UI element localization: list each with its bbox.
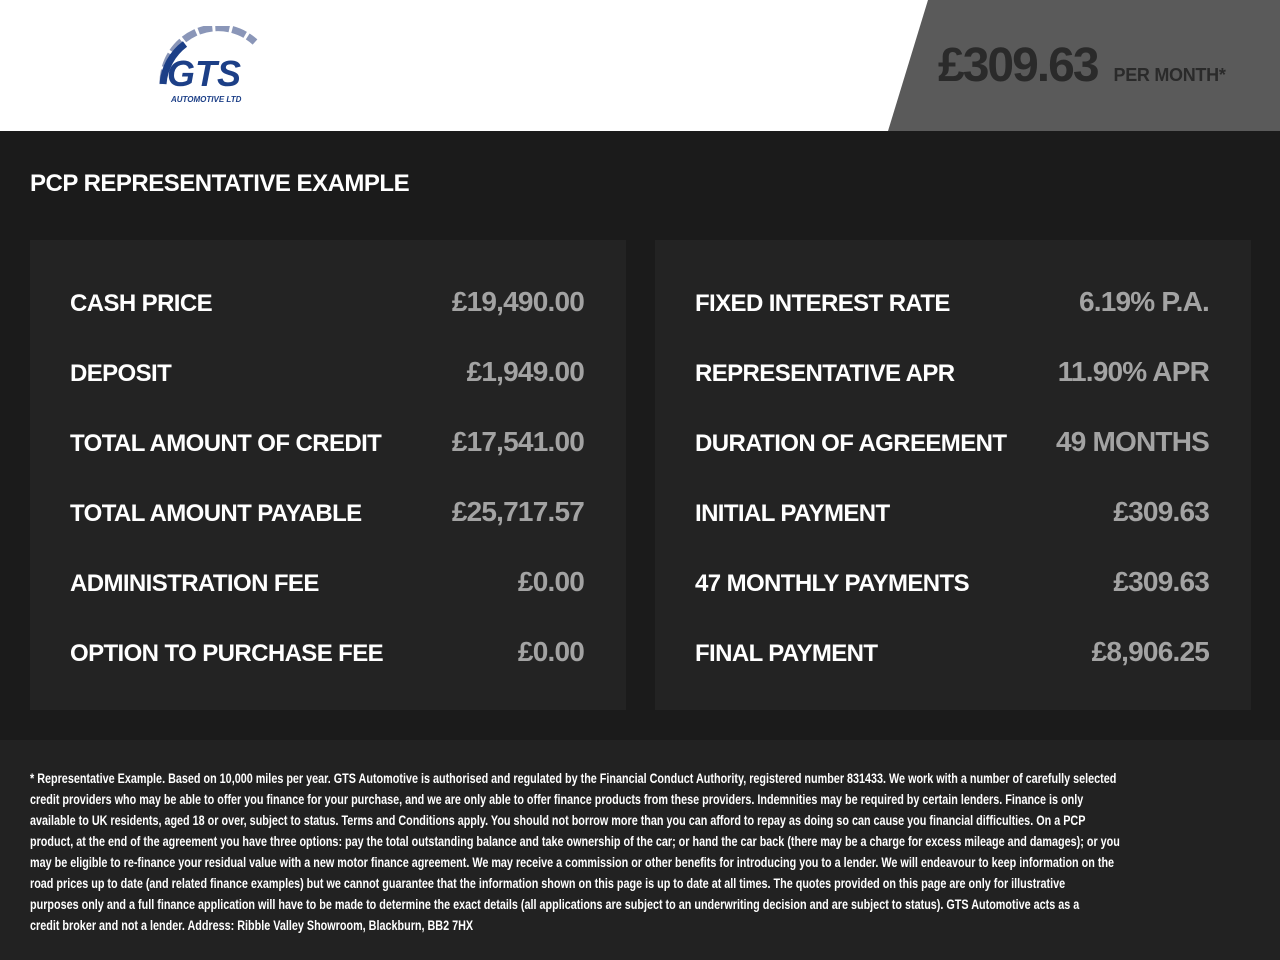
disclaimer-line: product, at the end of the agreement you… <box>30 834 1120 849</box>
row-value: £309.63 <box>1113 496 1209 527</box>
finance-row: FIXED INTEREST RATE 6.19% P.A. <box>695 286 1210 330</box>
row-value: £19,490.00 <box>451 286 585 317</box>
row-label: CASH PRICE <box>70 290 213 317</box>
finance-row: FINAL PAYMENT £8,906.25 <box>695 636 1210 680</box>
price-panel <box>888 0 1280 131</box>
row-value: £0.00 <box>517 566 585 597</box>
disclaimer-line: purposes only and a full finance applica… <box>30 897 1080 912</box>
finance-row: DEPOSIT £1,949.00 <box>70 356 585 400</box>
finance-card-left: CASH PRICE £19,490.00 DEPOSIT £1,949.00 TOTA… <box>30 240 626 710</box>
row-value: 49 MONTHS <box>1055 426 1210 457</box>
row-label: ADMINISTRATION FEE <box>70 570 319 597</box>
row-label: FINAL PAYMENT <box>695 640 878 667</box>
row-label: FIXED INTEREST RATE <box>695 290 950 317</box>
svg-text:AUTOMOTIVE LTD: AUTOMOTIVE LTD <box>170 95 242 104</box>
finance-card-right: FIXED INTEREST RATE 6.19% P.A. REPRESENTAT… <box>655 240 1251 710</box>
finance-row: TOTAL AMOUNT OF CREDIT £17,541.00 <box>70 426 585 470</box>
finance-row: REPRESENTATIVE APR 11.90% APR <box>695 356 1210 400</box>
finance-row: CASH PRICE £19,490.00 <box>70 286 585 330</box>
row-label: TOTAL AMOUNT OF CREDIT <box>70 430 382 457</box>
finance-row: TOTAL AMOUNT PAYABLE £25,717.57 <box>70 496 585 540</box>
disclaimer-line: * Representative Example. Based on 10,00… <box>30 771 1117 786</box>
finance-row: INITIAL PAYMENT £309.63 <box>695 496 1210 540</box>
row-label: DEPOSIT <box>70 360 172 387</box>
row-value: £25,717.57 <box>451 496 585 527</box>
gts-logo[interactable]: GTS AUTOMOTIVE LTD <box>155 24 275 111</box>
row-label: OPTION TO PURCHASE FEE <box>70 640 384 667</box>
row-value: 11.90% APR <box>1057 356 1210 387</box>
disclaimer-line: may be eligible to re-finance your resid… <box>30 855 1115 870</box>
svg-text:GTS: GTS <box>167 53 241 94</box>
row-value: £309.63 <box>1113 566 1209 597</box>
page-title: PCP REPRESENTATIVE EXAMPLE <box>30 170 410 197</box>
row-label: DURATION OF AGREEMENT <box>695 430 1007 457</box>
row-label: TOTAL AMOUNT PAYABLE <box>70 500 362 527</box>
disclaimer-line: credit broker and not a lender. Address:… <box>30 918 474 933</box>
row-value: £8,906.25 <box>1091 636 1210 667</box>
finance-row: ADMINISTRATION FEE £0.00 <box>70 566 585 610</box>
row-value: £0.00 <box>517 636 585 667</box>
row-value: £1,949.00 <box>466 356 585 387</box>
row-label: INITIAL PAYMENT <box>695 500 890 527</box>
disclaimer-line: road prices up to date (and related fina… <box>30 876 1066 891</box>
disclaimer-line: available to UK residents, aged 18 or ov… <box>30 813 1086 828</box>
price-group: £309.63 PER MONTH* <box>938 38 1226 93</box>
row-value: £17,541.00 <box>451 426 585 457</box>
header: GTS AUTOMOTIVE LTD £309.63 PER MONTH* <box>0 0 1280 131</box>
finance-row: 47 MONTHLY PAYMENTS £309.63 <box>695 566 1210 610</box>
finance-row: OPTION TO PURCHASE FEE £0.00 <box>70 636 585 680</box>
row-label: REPRESENTATIVE APR <box>695 360 955 387</box>
disclaimer: * Representative Example. Based on 10,00… <box>0 740 1280 960</box>
disclaimer-line: credit providers who may be able to offe… <box>30 792 1084 807</box>
row-value: 6.19% P.A. <box>1078 286 1210 317</box>
row-label: 47 MONTHLY PAYMENTS <box>695 570 970 597</box>
per-month-label: PER MONTH* <box>1113 65 1226 85</box>
finance-row: DURATION OF AGREEMENT 49 MONTHS <box>695 426 1210 470</box>
monthly-price: £309.63 <box>938 39 1100 92</box>
